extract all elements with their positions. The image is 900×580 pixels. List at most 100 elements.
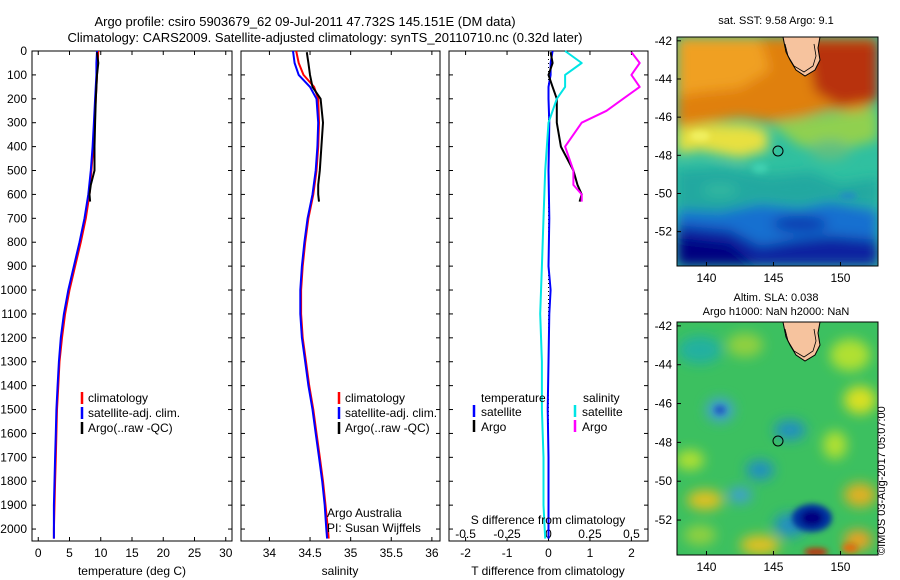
s-diff-tick-label: -0.5 [455,527,476,541]
legend-t-satellite: satellite [481,405,522,419]
depth-tick-label: 1600 [0,426,27,440]
depth-tick-label: 900 [7,259,27,273]
depth-tick-label: 1200 [0,331,27,345]
legend-salinity-header: salinity [583,391,620,405]
series-line [305,52,324,202]
x-tick-label: 36 [425,546,439,560]
series-line [547,52,583,202]
depth-tick-label: 1500 [0,403,27,417]
credit-line-2: PI: Susan Wijffels [327,521,421,535]
sla-map [677,322,878,555]
depth-tick-label: 500 [7,164,27,178]
x-tick-label: 20 [157,546,171,560]
series-line [564,51,641,202]
x-tick-label: 30 [219,546,233,560]
map-y-tick-label: -52 [655,225,673,239]
difference-plot: -2 -1 0 1 2-0.5 -0.25 0 0.25 0.5 [449,50,648,560]
x-tick-label: 0 [545,546,552,560]
map-y-tick-label: -48 [655,435,673,449]
depth-tick-label: 1300 [0,355,27,369]
map-x-tick-label: 145 [763,271,783,285]
depth-tick-label: 1000 [0,283,27,297]
sst-map-axes: 140 145 150 -42 -44 -46 -48 -50 -52 [655,34,851,285]
map-y-tick-label: -42 [655,34,673,48]
legend-climatology: climatology [88,391,148,405]
x-tick-label: 35 [344,546,358,560]
x-tick-label: 34.5 [298,546,322,560]
salinity-plot-frame [240,50,441,542]
map-y-tick-label: -44 [655,358,673,372]
sla-map-title: Altim. SLA: 0.038 [734,292,819,304]
map-y-tick-label: -52 [655,513,673,527]
legend-satellite-adj: satellite-adj. clim. [88,406,180,420]
map-x-tick-label: 140 [696,560,716,574]
legend-argo: Argo(..raw -QC) [88,421,173,435]
map-y-tick-label: -42 [655,319,673,333]
temperature-plot: 0 5 10 15 20 25 30 [32,50,233,560]
depth-tick-label: 2000 [0,522,27,536]
title-line-1: Argo profile: csiro 5903679_62 09-Jul-20… [94,14,515,29]
temperature-xlabel: temperature (deg C) [78,564,186,578]
difference-top-label: S difference from climatology [471,513,626,527]
temperature-legend: climatology satellite-adj. clim. Argo(..… [80,391,180,435]
map-x-tick-label: 150 [830,560,850,574]
map-x-tick-label: 140 [696,271,716,285]
legend-s-satellite: satellite [582,405,623,419]
x-tick-label: 2 [628,546,635,560]
s-diff-tick-label: 0.25 [578,527,602,541]
temperature-plot-frame [31,50,233,542]
timestamp-stamp: ©IMOS 03-Aug-2017 05:07:00 [876,406,888,555]
depth-tick-label: 100 [7,68,27,82]
s-diff-tick-label: -0.25 [493,527,521,541]
legend-t-argo: Argo [481,420,507,434]
depth-tick-label: 1100 [1,307,27,321]
x-tick-label: 5 [66,546,73,560]
x-tick-label: 1 [587,546,594,560]
series-line [88,52,100,202]
depth-tick-label: 1800 [0,474,27,488]
s-diff-tick-label: 0.5 [623,527,640,541]
map-y-tick-label: -50 [655,186,673,200]
depth-tick-label: 800 [7,235,27,249]
sst-map-frame [676,36,879,267]
map-y-tick-label: -44 [655,72,673,86]
legend-temperature-header: temperature [481,391,546,405]
depth-tick-label: 0 [20,44,27,58]
depth-tick-label: 1400 [0,379,27,393]
x-tick-label: -2 [460,546,471,560]
sst-map [677,37,878,266]
sla-map-axes: 140 145 150 -42 -44 -46 -48 -50 -52 [655,319,851,574]
series-line [539,50,583,539]
legend-climatology: climatology [345,391,405,405]
legend-satellite-adj: satellite-adj. clim. [345,406,437,420]
sla-map-title-2: Argo h1000: NaN h2000: NaN [703,306,850,318]
difference-xlabel: T difference from climatology [471,564,625,578]
series-line [52,50,98,539]
map-y-tick-label: -46 [655,110,673,124]
sla-map-frame [676,321,879,556]
map-y-tick-label: -46 [655,397,673,411]
x-tick-label: 15 [125,546,139,560]
depth-tick-label: 200 [7,92,27,106]
legend-s-argo: Argo [582,420,608,434]
map-y-tick-label: -50 [655,474,673,488]
salinity-plot: 34 34.5 35 35.5 36 [241,50,440,560]
x-tick-label: 25 [188,546,202,560]
map-x-tick-label: 145 [763,560,783,574]
x-tick-label: 0 [35,546,42,560]
depth-tick-label: 600 [7,187,27,201]
map-y-tick-label: -48 [655,148,673,162]
depth-tick-label: 1700 [0,450,27,464]
sst-map-title: sat. SST: 9.58 Argo: 9.1 [718,15,834,27]
salinity-xlabel: salinity [322,564,359,578]
x-tick-label: 34 [263,546,277,560]
depth-tick-label: 700 [7,211,27,225]
depth-tick-label: 1900 [0,498,27,512]
x-tick-label: -1 [502,546,513,560]
depth-tick-label: 300 [7,116,27,130]
x-tick-label: 10 [94,546,108,560]
map-x-tick-label: 150 [830,271,850,285]
difference-legend: temperature salinity satellite Argo sate… [472,391,623,434]
series-line [292,50,329,539]
